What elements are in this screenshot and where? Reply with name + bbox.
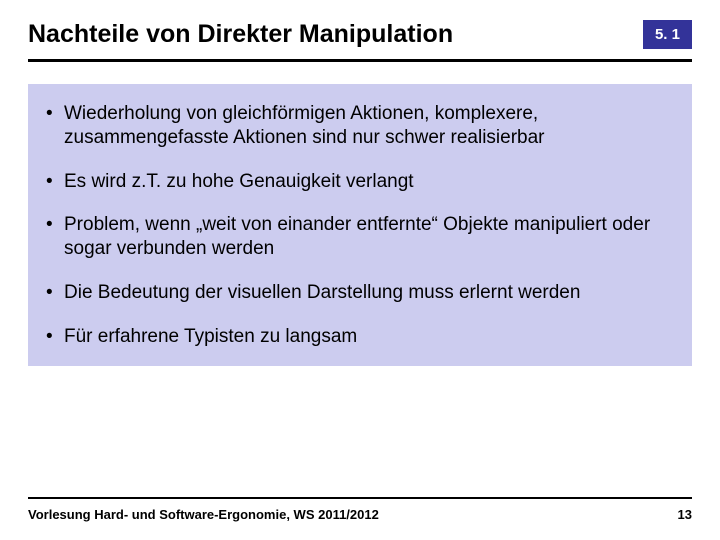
bullet-item: Die Bedeutung der visuellen Darstellung … <box>42 281 678 305</box>
slide-header: Nachteile von Direkter Manipulation 5. 1 <box>0 0 720 59</box>
bullet-item: Problem, wenn „weit von einander entfern… <box>42 213 678 261</box>
slide-title: Nachteile von Direkter Manipulation <box>28 20 453 49</box>
footer-text: Vorlesung Hard- und Software-Ergonomie, … <box>28 507 379 522</box>
section-badge: 5. 1 <box>643 20 692 49</box>
page-number: 13 <box>678 507 692 522</box>
bullet-list: Wiederholung von gleichförmigen Aktionen… <box>42 102 678 348</box>
bullet-item: Wiederholung von gleichförmigen Aktionen… <box>42 102 678 150</box>
bullet-item: Es wird z.T. zu hohe Genauigkeit verlang… <box>42 170 678 194</box>
bullet-item: Für erfahrene Typisten zu langsam <box>42 325 678 349</box>
content-panel: Wiederholung von gleichförmigen Aktionen… <box>28 84 692 366</box>
footer-row: Vorlesung Hard- und Software-Ergonomie, … <box>28 507 692 522</box>
slide-footer: Vorlesung Hard- und Software-Ergonomie, … <box>28 497 692 522</box>
footer-divider <box>28 497 692 499</box>
header-divider <box>28 59 692 62</box>
